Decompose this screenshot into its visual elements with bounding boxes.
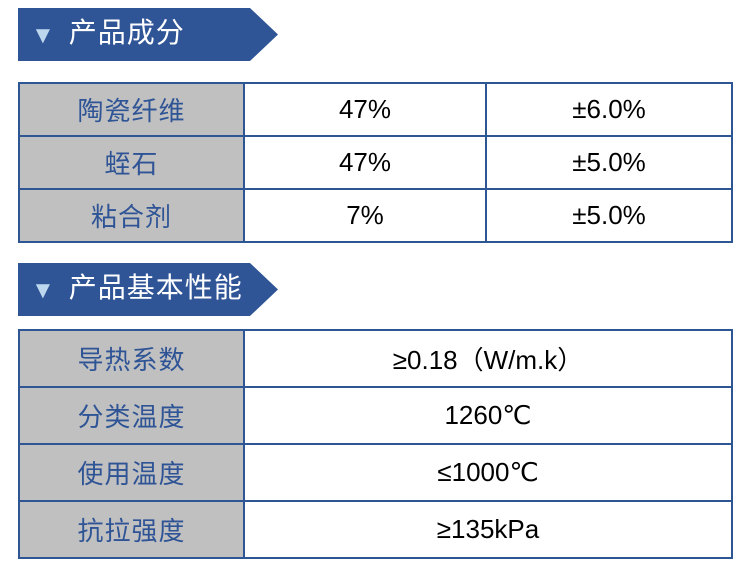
property-value-cell: 1260℃ [243,386,733,445]
property-value-cell: ≥135kPa [243,500,733,559]
table-row: 分类温度 1260℃ [18,386,733,445]
triangle-down-icon: ▼ [31,276,55,304]
table-row: 使用温度 ≤1000℃ [18,443,733,502]
component-name-cell: 陶瓷纤维 [18,82,245,137]
property-value-cell: ≥0.18（W/m.k） [243,329,733,388]
triangle-down-icon: ▼ [31,21,55,49]
table-row: 导热系数 ≥0.18（W/m.k） [18,329,733,388]
properties-table: 导热系数 ≥0.18（W/m.k） 分类温度 1260℃ 使用温度 ≤1000℃… [18,329,733,559]
component-percent-cell: 7% [243,188,487,243]
table-row: 抗拉强度 ≥135kPa [18,500,733,559]
composition-table: 陶瓷纤维 47% ±6.0% 蛭石 47% ±5.0% 粘合剂 7% ±5.0% [18,82,733,243]
table-row: 陶瓷纤维 47% ±6.0% [18,82,733,137]
property-value-cell: ≤1000℃ [243,443,733,502]
component-name-cell: 蛭石 [18,135,245,190]
component-name-cell: 粘合剂 [18,188,245,243]
section-title-properties: 产品基本性能 [68,272,243,303]
table-row: 蛭石 47% ±5.0% [18,135,733,190]
component-tolerance-cell: ±5.0% [485,135,733,190]
component-tolerance-cell: ±6.0% [485,82,733,137]
section-banner-composition: ▼ 产品成分 [18,8,278,61]
section-title-composition: 产品成分 [68,17,185,48]
property-name-cell: 使用温度 [18,443,245,502]
component-tolerance-cell: ±5.0% [485,188,733,243]
property-name-cell: 导热系数 [18,329,245,388]
component-percent-cell: 47% [243,135,487,190]
table-row: 粘合剂 7% ±5.0% [18,188,733,243]
property-name-cell: 分类温度 [18,386,245,445]
property-name-cell: 抗拉强度 [18,500,245,559]
component-percent-cell: 47% [243,82,487,137]
section-banner-properties: ▼ 产品基本性能 [18,263,278,316]
